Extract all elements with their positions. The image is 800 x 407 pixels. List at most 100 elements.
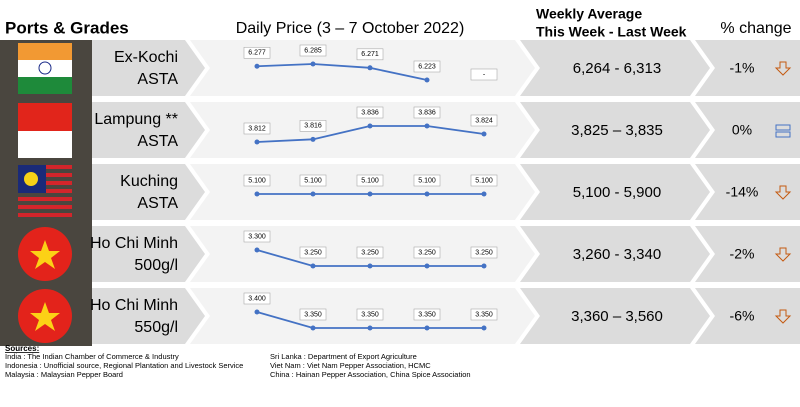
point — [310, 325, 316, 331]
sources-title: Sources: — [5, 344, 39, 353]
change: 0% — [732, 122, 752, 138]
point — [481, 325, 487, 331]
label-box — [413, 106, 441, 119]
label-box — [413, 174, 441, 187]
source: Sri Lanka : Department of Export Agricul… — [270, 352, 417, 361]
row-left — [92, 164, 205, 220]
grade: ASTA — [137, 71, 178, 88]
change: -2% — [730, 246, 755, 262]
value-label: 3.250 — [304, 249, 322, 256]
label-box — [243, 230, 271, 243]
grade: 550g/l — [134, 319, 178, 336]
value-label: 6.285 — [304, 47, 322, 54]
row-weekly — [520, 102, 710, 158]
label-box — [243, 174, 271, 187]
row-left — [92, 226, 205, 282]
label-box — [356, 246, 384, 259]
row-left — [92, 102, 205, 158]
point — [310, 136, 316, 142]
value-label: 3.812 — [248, 125, 266, 132]
row-left — [92, 288, 205, 344]
point — [481, 131, 487, 137]
label-box — [413, 60, 441, 73]
down-arrow — [774, 309, 792, 324]
point — [310, 61, 316, 67]
flat-icon — [775, 124, 791, 131]
label-box — [299, 246, 327, 259]
port: Ho Chi Minh — [90, 297, 178, 314]
flag — [18, 197, 72, 201]
point — [254, 247, 260, 253]
flag — [18, 60, 72, 77]
point — [367, 263, 373, 269]
flag — [18, 43, 72, 60]
point — [254, 139, 260, 145]
port: Ex-Kochi — [114, 49, 178, 66]
change: -1% — [730, 60, 755, 76]
source: India : The Indian Chamber of Commerce &… — [5, 352, 179, 361]
value-label: 6.277 — [248, 50, 266, 57]
value-label: 5.100 — [475, 177, 493, 184]
value-label: 3.350 — [475, 311, 493, 318]
grade: ASTA — [137, 133, 178, 150]
label-box — [470, 114, 498, 127]
label-box — [243, 46, 271, 59]
grade: ASTA — [137, 195, 178, 212]
label-box — [470, 174, 498, 187]
grade: 500g/l — [134, 257, 178, 274]
down-arrow — [774, 61, 792, 76]
row-change — [695, 102, 800, 158]
sparkline — [256, 63, 428, 81]
point — [424, 77, 430, 83]
flag — [38, 61, 52, 75]
weekly: 5,100 - 5,900 — [573, 184, 661, 201]
flag — [18, 103, 72, 131]
point — [424, 123, 430, 129]
flat-icon — [775, 131, 791, 138]
source: China : Hainan Pepper Association, China… — [270, 370, 471, 379]
value-label: 3.350 — [304, 311, 322, 318]
label-box — [413, 246, 441, 259]
down-arrow — [774, 247, 792, 262]
flag — [18, 205, 72, 209]
source: Malaysia : Malaysian Pepper Board — [5, 370, 123, 379]
value-label: 6.223 — [418, 63, 436, 70]
flag — [24, 172, 38, 186]
flag — [18, 213, 72, 217]
point — [367, 191, 373, 197]
point — [254, 191, 260, 197]
label-box — [243, 292, 271, 305]
flag — [18, 131, 72, 158]
row-middle — [190, 102, 535, 158]
label-box — [299, 308, 327, 321]
label-box — [356, 48, 384, 61]
flag — [30, 302, 60, 331]
row-weekly — [520, 288, 710, 344]
point — [367, 65, 373, 71]
point — [424, 191, 430, 197]
point — [310, 263, 316, 269]
label-box — [356, 308, 384, 321]
value-label: 3.250 — [475, 249, 493, 256]
value-label: 3.824 — [475, 117, 493, 124]
row-left — [92, 40, 205, 96]
port: Kuching — [120, 173, 178, 190]
label-box — [470, 68, 498, 81]
value-label: 5.100 — [248, 177, 266, 184]
label-box — [299, 174, 327, 187]
down-arrow — [774, 185, 792, 200]
header-change: % change — [720, 20, 791, 37]
value-label: 3.250 — [418, 249, 436, 256]
row-weekly — [520, 40, 710, 96]
value-label: 3.350 — [361, 311, 379, 318]
value-label: 3.816 — [304, 123, 322, 130]
source: Viet Nam : Viet Nam Pepper Association, … — [270, 361, 431, 370]
header-weekly: Weekly Average — [536, 6, 642, 22]
point — [310, 191, 316, 197]
flag — [30, 240, 60, 269]
weekly: 3,360 – 3,560 — [571, 308, 663, 325]
header-weekly: This Week - Last Week — [536, 24, 687, 40]
header-daily: Daily Price (3 – 7 October 2022) — [236, 20, 465, 37]
source: Indonesia : Unofficial source, Regional … — [5, 361, 243, 370]
